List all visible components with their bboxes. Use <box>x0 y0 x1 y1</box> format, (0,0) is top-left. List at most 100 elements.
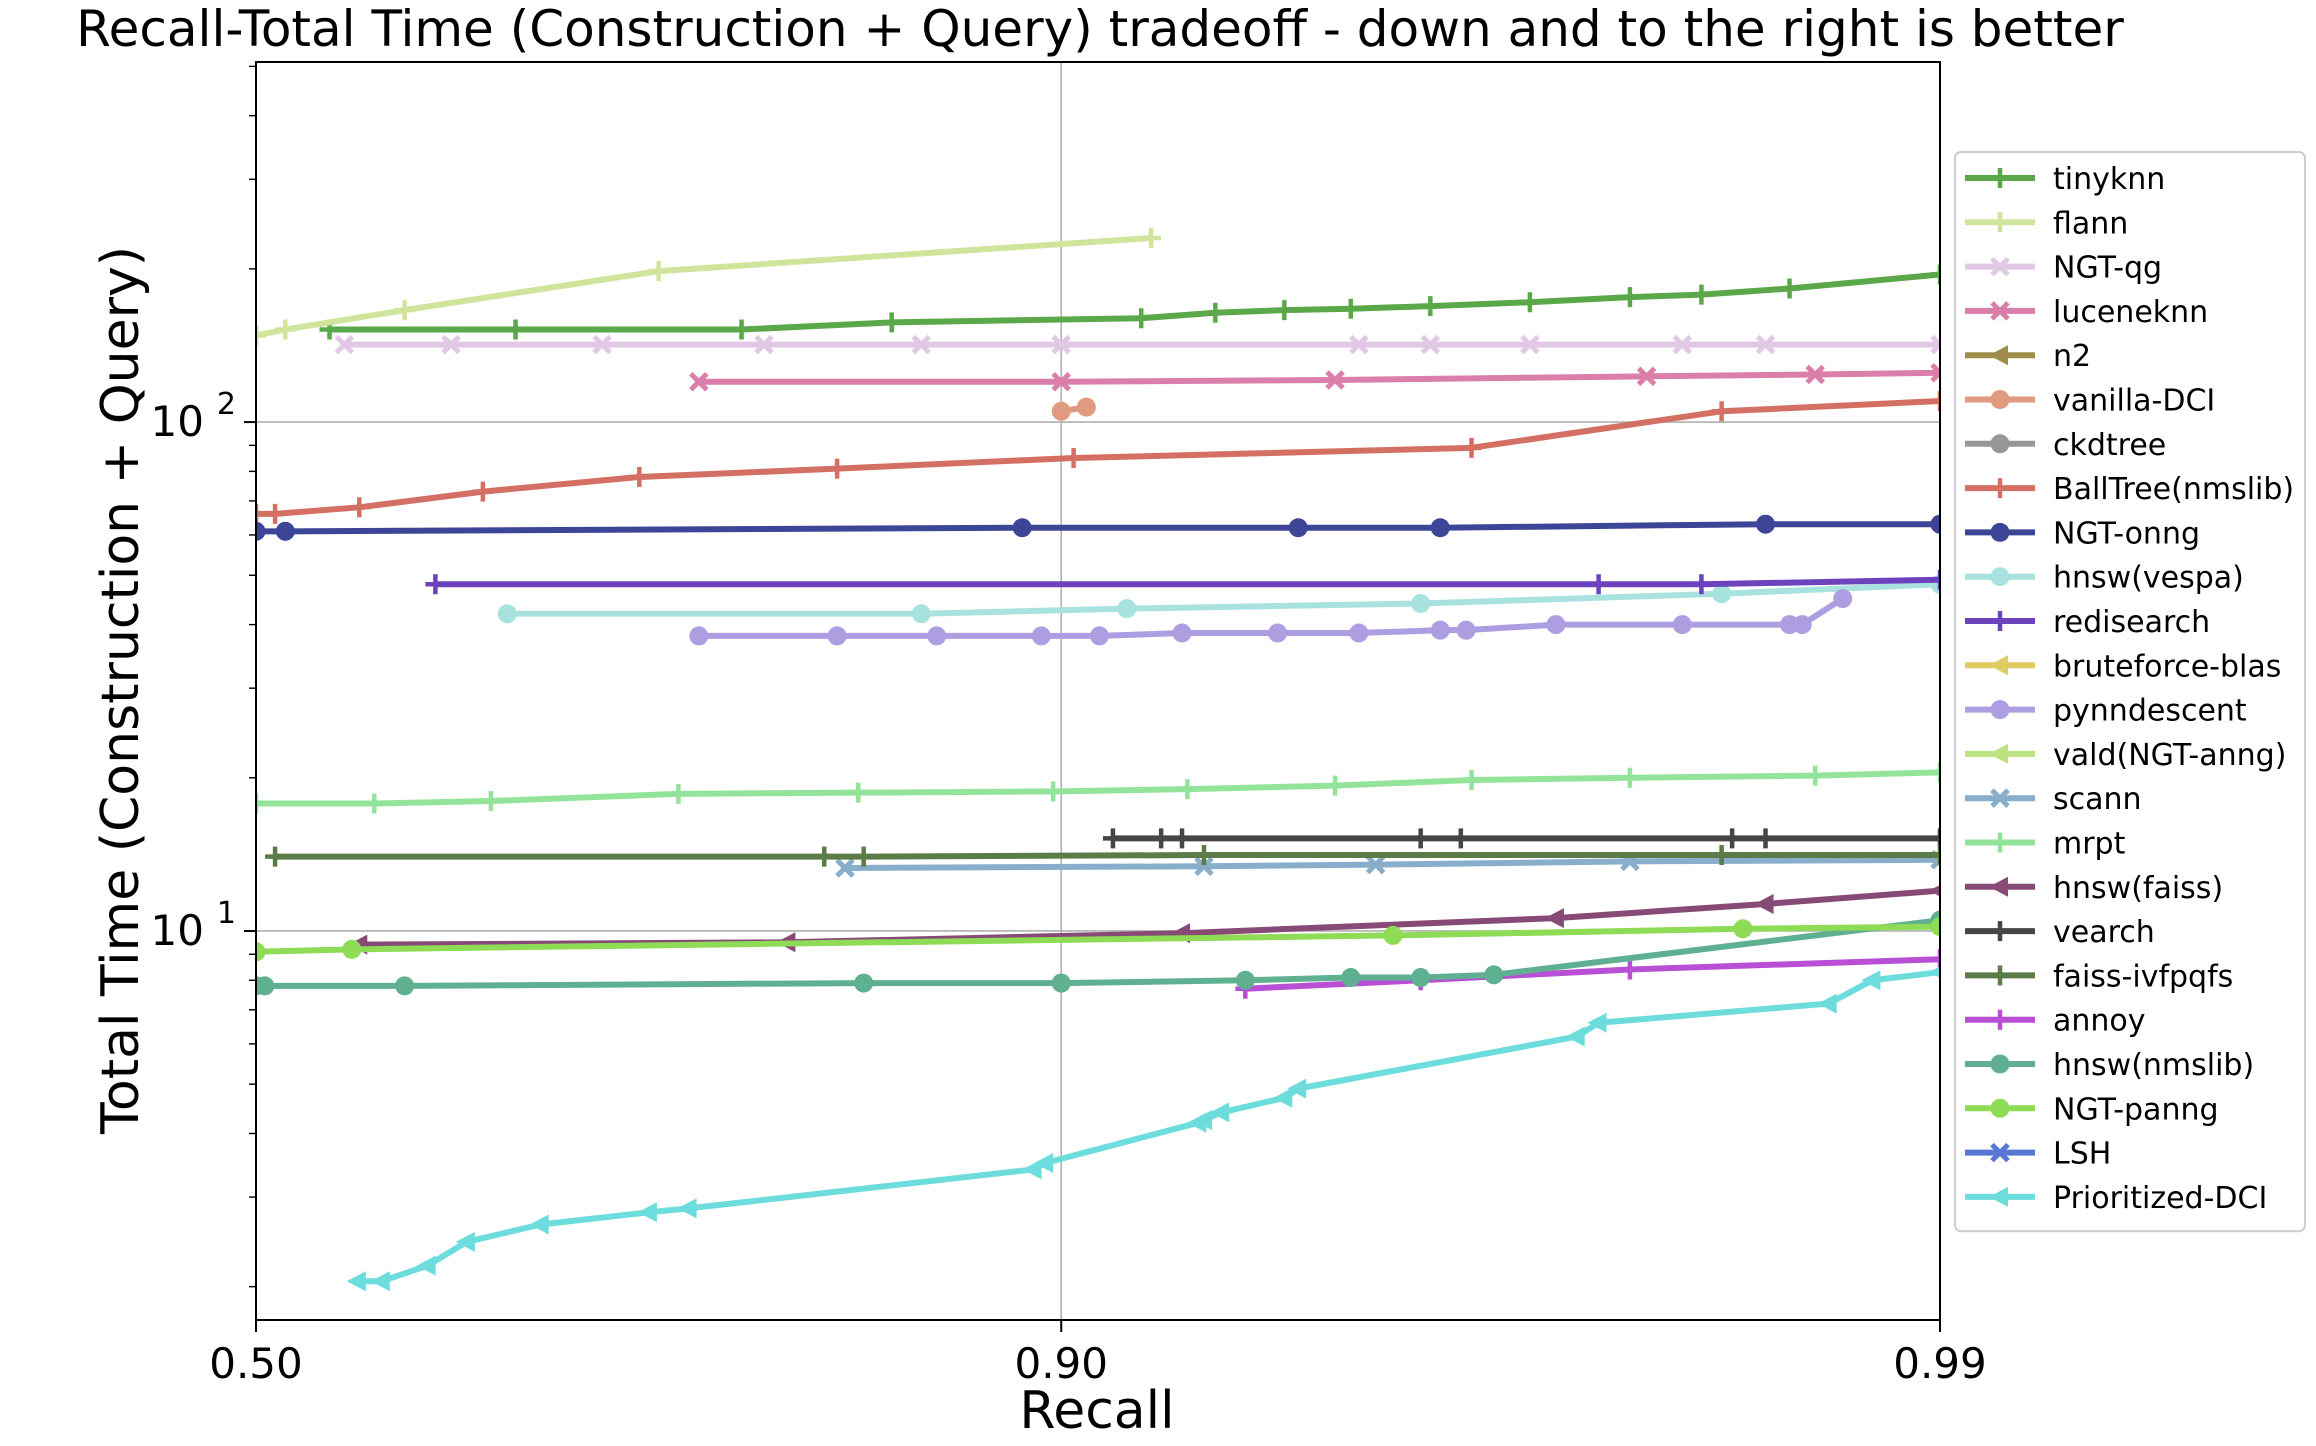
data-point-tinyknn-5 <box>1205 302 1226 323</box>
data-point-mrpt-6 <box>1177 779 1198 800</box>
legend-label-n2: n2 <box>2053 339 2091 374</box>
data-point-hnsw-nmslib-8 <box>1484 965 1504 985</box>
legend-label-scann: scann <box>2053 782 2142 817</box>
data-point-scann-1 <box>1194 856 1214 877</box>
data-point-prioritized-dci-10 <box>1192 1110 1212 1131</box>
axis-ticks: 0.50 0.90 0.99 10 1 10 2 <box>151 65 1987 1388</box>
legend-label-mrpt: mrpt <box>2053 827 2126 862</box>
data-point-mrpt-10 <box>1805 765 1826 786</box>
data-point-pynndescent-5 <box>1172 623 1192 643</box>
data-point-hnsw-nmslib-3 <box>854 973 874 993</box>
data-point-prioritized-dci-13 <box>1287 1078 1307 1099</box>
legend-marker-annoy <box>1990 1009 2010 1030</box>
data-point-pynndescent-0 <box>689 626 709 646</box>
data-point-ngt-qg-0 <box>334 334 355 355</box>
data-point-prioritized-dci-8 <box>1034 1152 1054 1173</box>
data-point-mrpt-1 <box>364 793 385 814</box>
data-point-hnsw-vespa-0 <box>497 604 517 624</box>
series-ngt-panng <box>256 917 1940 962</box>
legend-item-ckdtree: ckdtree <box>1965 428 2166 463</box>
legend-item-ngt-onng: NGT-onng <box>1965 516 2200 551</box>
legend-marker-vanilla-dci <box>1990 390 2010 409</box>
series-flann <box>256 227 1162 346</box>
series-line-tinyknn <box>329 271 1940 333</box>
data-point-hnsw-nmslib-4 <box>1051 973 1071 993</box>
legend-item-luceneknn: luceneknn <box>1965 295 2208 330</box>
series-line-luceneknn <box>698 369 1940 385</box>
legend-item-pynndescent: pynndescent <box>1965 694 2247 729</box>
series-scann <box>835 850 1940 878</box>
data-point-ngt-qg-8 <box>1520 334 1540 355</box>
data-point-tinyknn-9 <box>1519 292 1540 313</box>
data-point-balltree-nmslib-5 <box>827 458 848 479</box>
series-hnsw-vespa <box>497 574 1940 624</box>
data-point-faiss-ivfpqfs-3 <box>1193 845 1214 866</box>
data-point-vanilla-dci-1 <box>1076 397 1096 417</box>
legend-marker-balltree-nmslib <box>1990 478 2010 499</box>
legend-marker-faiss-ivfpqfs <box>1990 965 2010 986</box>
legend-item-ngt-panng: NGT-panng <box>1965 1092 2219 1127</box>
legend-item-bruteforce-blas: bruteforce-blas <box>1965 649 2281 684</box>
data-point-prioritized-dci-3 <box>455 1231 475 1252</box>
chart-title: Recall-Total Time (Construction + Query)… <box>76 0 2124 58</box>
data-point-ngt-qg-10 <box>1755 334 1776 355</box>
legend-item-vanilla-dci: vanilla-DCI <box>1965 384 2215 419</box>
data-point-tinyknn-13 <box>1930 264 1940 285</box>
data-point-balltree-nmslib-9 <box>1930 391 1940 412</box>
x-tick-label-2: 0.99 <box>1893 1339 1987 1388</box>
data-point-ngt-qg-11 <box>1930 334 1940 355</box>
legend-item-ngt-qg: NGT-qg <box>1965 251 2162 286</box>
legend-item-mrpt: mrpt <box>1965 827 2126 862</box>
data-point-ngt-qg-2 <box>592 334 612 355</box>
y-tick-label-1: 10 <box>151 397 204 446</box>
legend-label-hnsw-nmslib: hnsw(nmslib) <box>2053 1048 2254 1083</box>
legend-label-balltree-nmslib: BallTree(nmslib) <box>2053 472 2294 507</box>
series-line-redisearch <box>435 576 1940 588</box>
data-point-vearch-3 <box>1410 828 1431 849</box>
data-point-balltree-nmslib-6 <box>1063 447 1084 468</box>
legend-label-lsh: LSH <box>2053 1137 2111 1172</box>
data-point-flann-2 <box>394 300 415 321</box>
data-point-prioritized-dci-2 <box>416 1255 436 1276</box>
data-point-vearch-2 <box>1172 828 1193 849</box>
data-point-ngt-qg-9 <box>1672 334 1693 355</box>
legend-marker-pynndescent <box>1990 700 2010 720</box>
legend-label-vanilla-dci: vanilla-DCI <box>2053 384 2215 419</box>
legend-item-vearch: vearch <box>1965 915 2155 950</box>
data-point-redisearch-1 <box>1588 574 1609 595</box>
data-point-mrpt-11 <box>1930 762 1940 783</box>
data-point-hnsw-faiss-4 <box>1754 893 1774 914</box>
data-point-pynndescent-1 <box>827 626 847 646</box>
legend-item-scann: scann <box>1965 782 2142 817</box>
series-line-hnsw-nmslib <box>256 917 1940 989</box>
legend-label-hnsw-faiss: hnsw(faiss) <box>2053 871 2223 906</box>
data-point-mrpt-5 <box>1043 781 1064 802</box>
data-point-mrpt-3 <box>668 783 689 804</box>
data-point-mrpt-2 <box>480 791 501 812</box>
data-point-tinyknn-4 <box>1131 308 1152 329</box>
data-point-tinyknn-12 <box>1779 278 1800 299</box>
data-point-prioritized-dci-17 <box>1861 970 1881 991</box>
data-point-prioritized-dci-0 <box>346 1271 366 1292</box>
data-point-vearch-0 <box>1102 828 1123 849</box>
data-point-pynndescent-3 <box>1031 626 1051 646</box>
data-point-prioritized-dci-11 <box>1210 1102 1230 1123</box>
data-point-vearch-1 <box>1151 828 1172 849</box>
legend-marker-prioritized-dci <box>1989 1186 2008 1207</box>
data-point-ngt-qg-5 <box>1051 334 1071 355</box>
data-point-faiss-ivfpqfs-2 <box>853 846 874 867</box>
data-point-balltree-nmslib-0 <box>256 503 266 524</box>
data-point-luceneknn-1 <box>1051 372 1071 392</box>
series-prioritized-dci <box>346 966 1940 1292</box>
data-point-hnsw-faiss-3 <box>1544 908 1564 929</box>
data-point-ngt-qg-6 <box>1349 334 1369 355</box>
data-point-vearch-7 <box>1930 828 1940 849</box>
legend-label-ngt-panng: NGT-panng <box>2053 1092 2219 1127</box>
data-point-pynndescent-11 <box>1672 615 1692 635</box>
data-point-ngt-panng-0 <box>256 942 266 962</box>
series-ngt-onng <box>256 514 1940 541</box>
legend-label-ngt-onng: NGT-onng <box>2053 516 2200 551</box>
data-point-ngt-qg-7 <box>1420 334 1441 355</box>
legend-label-vald-ngt-anng: vald(NGT-anng) <box>2053 738 2286 773</box>
data-point-mrpt-0 <box>256 793 266 814</box>
